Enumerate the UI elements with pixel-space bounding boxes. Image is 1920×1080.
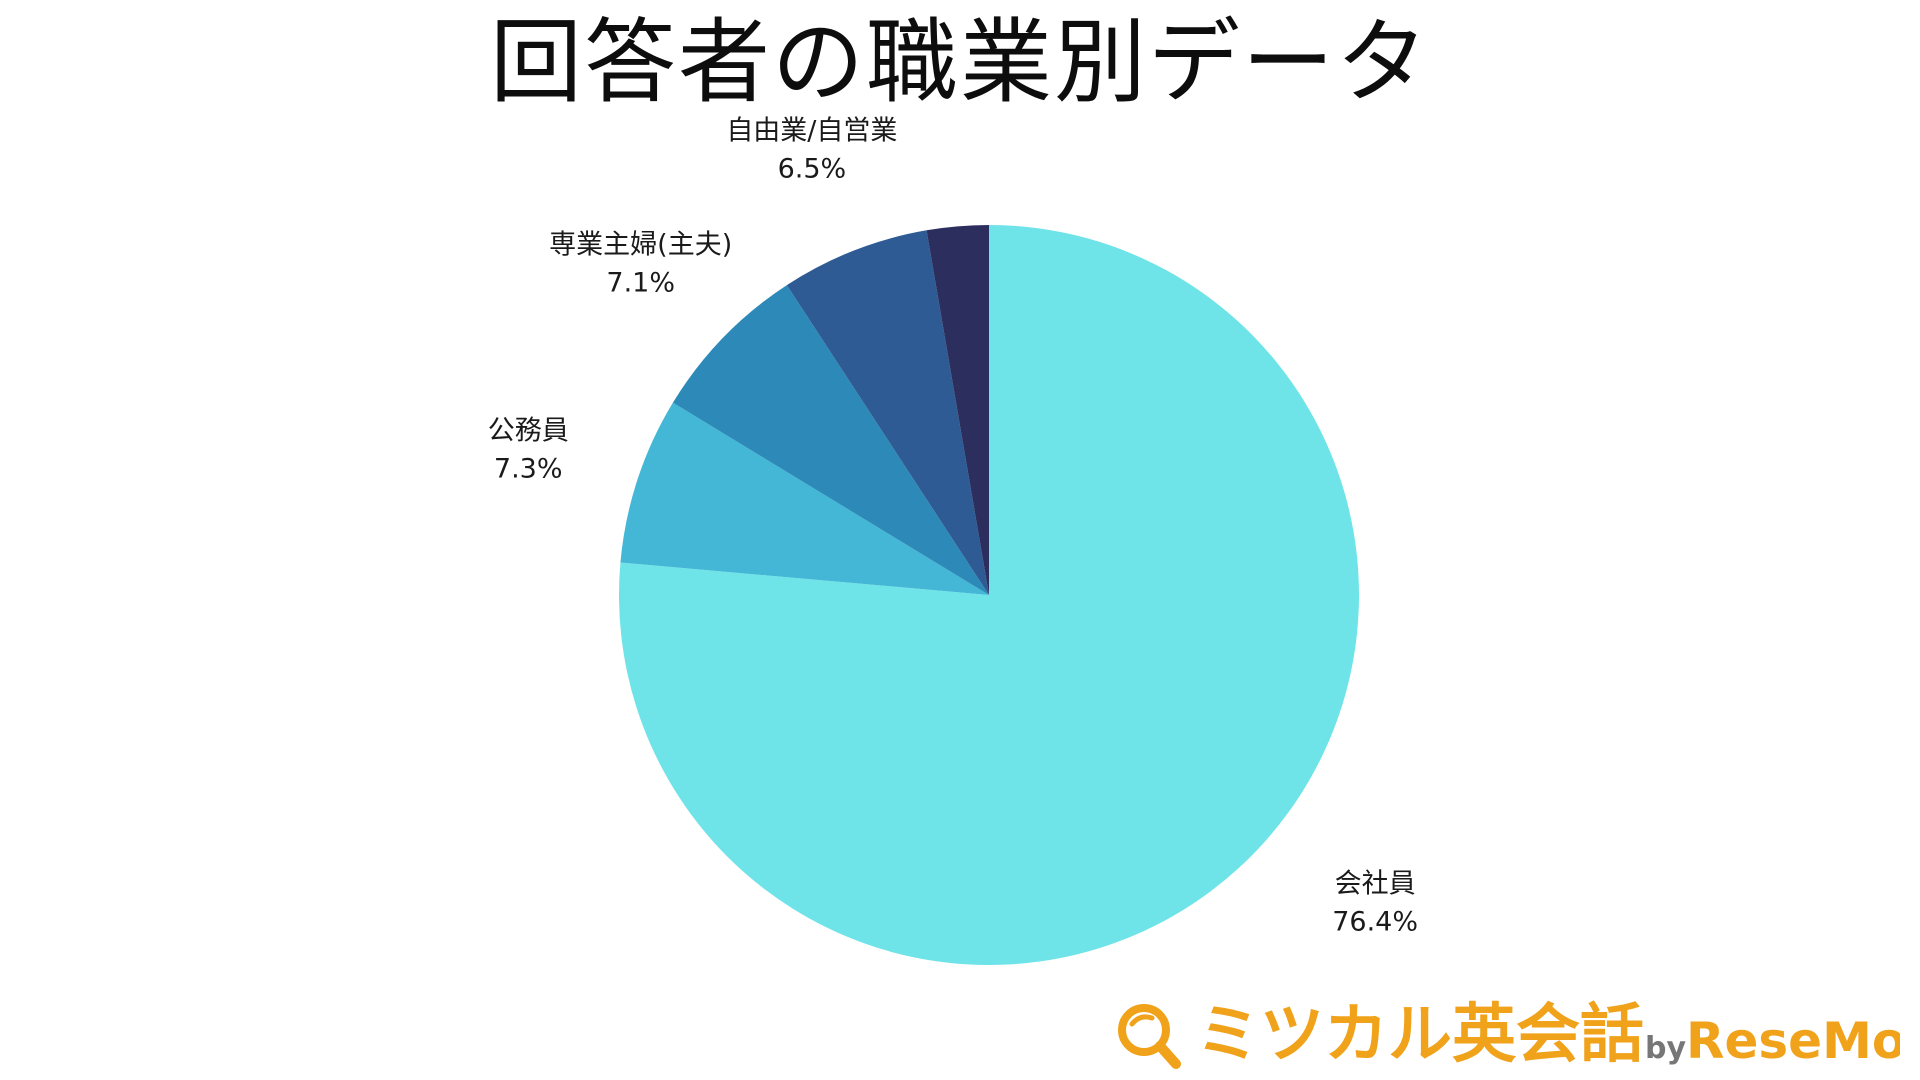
slice-value-label: 6.5% [778,153,847,184]
slice-value-label: 76.4% [1332,907,1418,938]
logo-text: ミツカル英会話 [1196,998,1644,1072]
logo-brand-text: ReseMom [1686,1012,1900,1070]
pie-slice [786,230,989,595]
pie-slices [618,225,1359,965]
magnifier-icon [1118,1004,1181,1069]
pie-labels: 会社員 76.4% 公務員 7.3% 専業主婦(主夫) 7.1% 自由業/自営業 6.5% [488,115,1418,937]
brand-logo: ミツカル英会話 by ReseMom [1118,998,1900,1072]
chart-title: 回答者の職業別データ [489,9,1430,116]
slice-name-label: 自由業/自営業 [726,115,897,146]
slice-name-label: 公務員 [488,416,569,447]
slice-name-label: 専業主婦(主夫) [549,229,732,260]
pie-slice [620,402,989,595]
slice-value-label: 7.1% [606,267,675,298]
slice-name-label: 会社員 [1335,869,1416,900]
pie-slice [672,285,989,595]
logo-by-text: by [1645,1031,1686,1066]
slice-value-label: 7.3% [494,454,563,485]
pie-slice [926,225,989,595]
